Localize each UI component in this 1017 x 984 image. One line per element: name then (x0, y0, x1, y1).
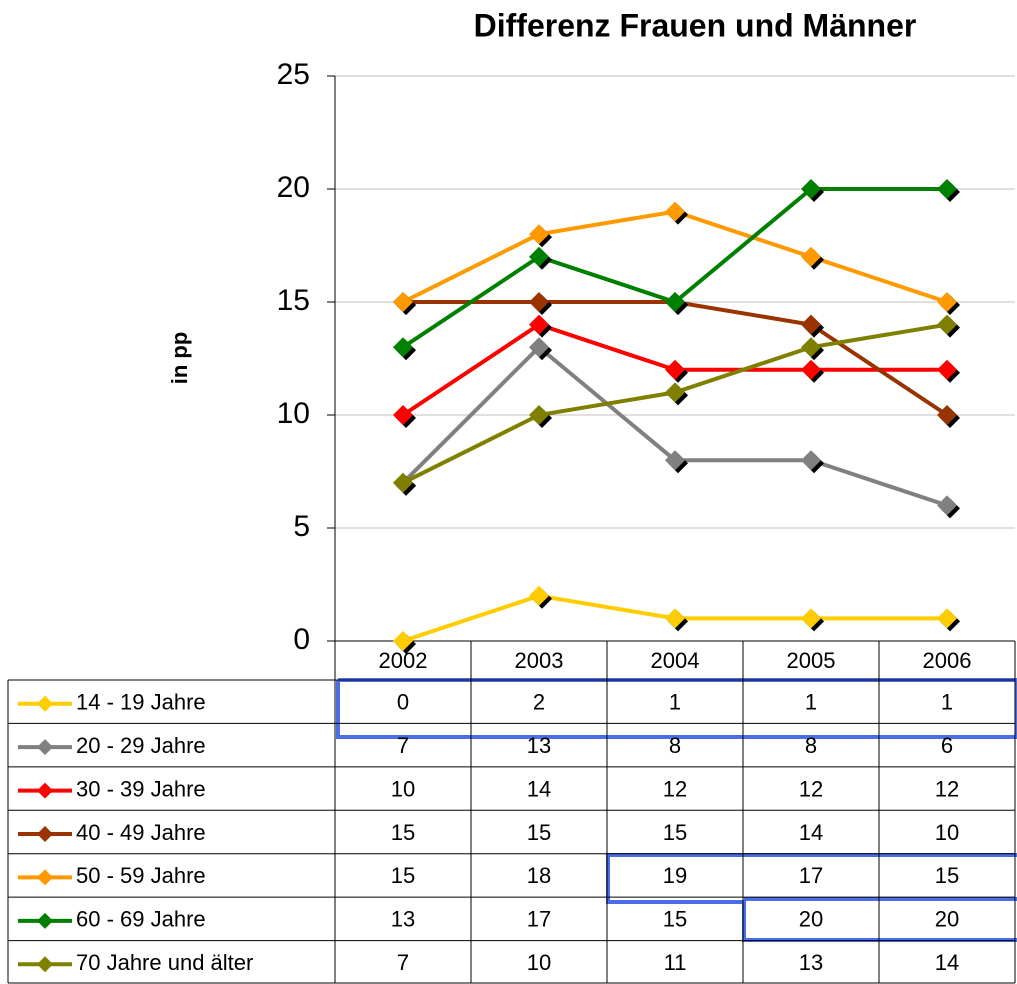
marker (665, 450, 685, 471)
marker (529, 292, 549, 312)
legend-marker (37, 739, 53, 756)
table-value: 12 (663, 776, 687, 801)
y-tick-label: 5 (293, 510, 310, 543)
table-value: 15 (935, 863, 959, 888)
table-value: 12 (799, 776, 823, 801)
marker (529, 246, 549, 267)
table-value: 14 (799, 820, 823, 845)
table-value: 19 (663, 863, 687, 888)
y-tick-label: 25 (277, 58, 310, 91)
legend-marker (37, 695, 53, 712)
legend-marker (37, 912, 53, 929)
marker (393, 631, 413, 651)
table-value: 13 (527, 733, 551, 758)
marker (665, 292, 685, 312)
marker (801, 314, 821, 335)
marker (801, 359, 821, 380)
x-tick-label: 2006 (923, 648, 972, 673)
marker (937, 405, 957, 425)
table-value: 10 (391, 776, 415, 801)
marker (937, 608, 957, 629)
marker (665, 359, 685, 380)
table-value: 13 (391, 907, 415, 932)
marker (937, 495, 957, 516)
marker (393, 472, 413, 493)
table-value: 1 (941, 690, 953, 715)
x-tick-label: 2005 (787, 648, 836, 673)
marker (801, 179, 821, 199)
table-value: 15 (527, 820, 551, 845)
table-value: 1 (669, 690, 681, 715)
chart-title: Differenz Frauen und Männer (474, 7, 917, 43)
table-value: 15 (663, 907, 687, 932)
table-value: 17 (527, 907, 551, 932)
marker (801, 337, 821, 358)
table-value: 15 (391, 820, 415, 845)
table-value: 15 (391, 863, 415, 888)
marker (937, 179, 957, 199)
legend-label: 70 Jahre und älter (76, 950, 253, 975)
table-value: 8 (669, 733, 681, 758)
x-tick-label: 2003 (515, 648, 564, 673)
y-tick-label: 20 (277, 171, 310, 204)
table-value: 17 (799, 863, 823, 888)
table-value: 18 (527, 863, 551, 888)
y-tick-label: 10 (277, 397, 310, 430)
table-value: 7 (397, 950, 409, 975)
table-value: 15 (663, 820, 687, 845)
legend-label: 40 - 49 Jahre (76, 820, 206, 845)
table-value: 20 (799, 907, 823, 932)
marker (801, 608, 821, 629)
table-value: 14 (527, 776, 551, 801)
marker (937, 292, 957, 312)
legend-marker (37, 956, 53, 973)
legend-label: 14 - 19 Jahre (76, 690, 206, 715)
table-value: 1 (805, 690, 817, 715)
marker (665, 382, 685, 403)
highlight (606, 853, 1017, 942)
legend-label: 20 - 29 Jahre (76, 733, 206, 758)
marker (529, 405, 549, 425)
marker (529, 337, 549, 358)
table-value: 20 (935, 907, 959, 932)
table-value: 10 (527, 950, 551, 975)
y-axis-label: in pp (167, 332, 192, 385)
table-value: 8 (805, 733, 817, 758)
table-value: 13 (799, 950, 823, 975)
table-value: 10 (935, 820, 959, 845)
legend-label: 60 - 69 Jahre (76, 907, 206, 932)
marker (801, 450, 821, 471)
marker (529, 585, 549, 606)
legend-label: 30 - 39 Jahre (76, 776, 206, 801)
marker (529, 224, 549, 245)
x-tick-label: 2002 (379, 648, 428, 673)
marker (393, 405, 413, 425)
marker (665, 201, 685, 222)
marker (393, 337, 413, 358)
legend-marker (37, 782, 53, 799)
marker (937, 359, 957, 380)
table-value: 14 (935, 950, 959, 975)
table-value: 11 (664, 950, 687, 975)
marker (529, 314, 549, 335)
marker (665, 608, 685, 629)
table-value: 7 (397, 733, 409, 758)
marker (393, 292, 413, 312)
legend-marker (37, 869, 53, 886)
series-line (402, 209, 948, 304)
table-value: 6 (941, 733, 953, 758)
legend-marker (37, 826, 53, 842)
table-value: 12 (935, 776, 959, 801)
table-value: 2 (533, 690, 545, 715)
legend-label: 50 - 59 Jahre (76, 863, 206, 888)
x-tick-label: 2004 (651, 648, 700, 673)
marker (801, 246, 821, 267)
y-tick-label: 15 (277, 284, 310, 317)
table-value: 0 (397, 690, 409, 715)
y-tick-label: 0 (293, 623, 310, 656)
marker (937, 314, 957, 335)
